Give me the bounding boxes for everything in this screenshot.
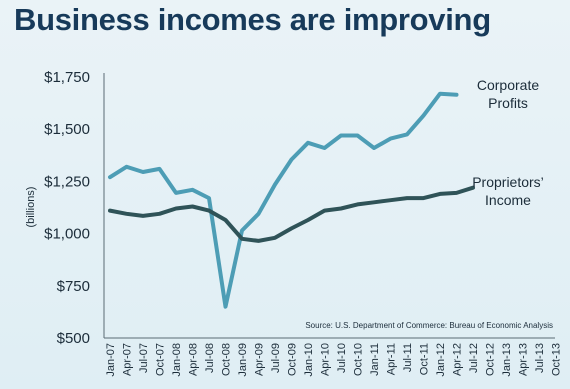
- x-tick-label: Apr-09: [254, 343, 266, 376]
- y-tick-label: $500: [57, 330, 90, 347]
- series-labels: Corporate Profits Proprietors’ Income: [472, 77, 544, 208]
- x-tick-label: Oct-11: [419, 343, 431, 375]
- x-tick-label: Apr-10: [320, 343, 332, 376]
- y-tick-label: $1,500: [44, 121, 90, 138]
- x-tick-label: Jul-10: [336, 343, 348, 373]
- series-label: Proprietors’: [472, 174, 544, 190]
- x-tick-label: Oct-13: [551, 343, 563, 376]
- axes: [103, 73, 555, 339]
- series-line-corporate-profits: [108, 91, 459, 309]
- x-tick-label: Apr-12: [452, 343, 464, 376]
- x-tick-label: Jan-09: [237, 343, 249, 377]
- x-tick-label: Jan-08: [171, 343, 183, 377]
- x-tick-label: Apr-11: [386, 343, 398, 375]
- x-tick-label: Oct-10: [353, 343, 365, 376]
- x-tick-label: Oct-12: [485, 343, 497, 376]
- x-tick-label: Oct-08: [221, 343, 233, 376]
- x-tick-label: Jul-08: [204, 343, 216, 373]
- x-tick-label: Jan-11: [369, 343, 381, 376]
- series-label: Profits: [488, 95, 528, 111]
- x-tick-label: Jul-09: [270, 343, 282, 373]
- y-tick-label: $750: [57, 278, 90, 295]
- x-tick-label: Oct-09: [287, 343, 299, 376]
- x-tick-label: Oct-07: [155, 343, 167, 376]
- x-tick-label: Jul-13: [534, 343, 546, 373]
- x-tick-label: Apr-08: [188, 343, 200, 376]
- source-note: Source: U.S. Department of Commerce: Bur…: [305, 321, 553, 330]
- x-tick-label: Apr-13: [518, 343, 530, 376]
- x-axis-ticks: Jan-07 Apr-07 Jul-07 Oct-07 Jan-08 Apr-08 Jul-…: [105, 343, 563, 377]
- chart-title: Business incomes are improving: [14, 2, 491, 37]
- x-tick-label: Apr-07: [122, 343, 134, 376]
- x-tick-label: Jan-13: [501, 343, 513, 377]
- x-tick-label: Jul-07: [138, 343, 150, 373]
- series-line-proprietors-income: [108, 185, 475, 243]
- x-tick-label: Jul-11: [402, 343, 414, 372]
- x-tick-label: Jan-12: [435, 343, 447, 377]
- x-tick-label: Jul-12: [468, 343, 480, 373]
- x-tick-label: Jan-07: [105, 343, 117, 377]
- y-axis-label: (billions): [25, 187, 37, 228]
- series-label: Income: [485, 192, 531, 208]
- y-tick-label: $1,750: [44, 69, 90, 86]
- series-lines: [108, 91, 475, 309]
- x-tick-label: Jan-10: [303, 343, 315, 377]
- y-tick-label: $1,250: [44, 173, 90, 190]
- series-label: Corporate: [477, 77, 539, 93]
- y-tick-label: $1,000: [44, 226, 90, 243]
- y-axis-ticks: $500 $750 $1,000 $1,250 $1,500 $1,750: [44, 69, 90, 347]
